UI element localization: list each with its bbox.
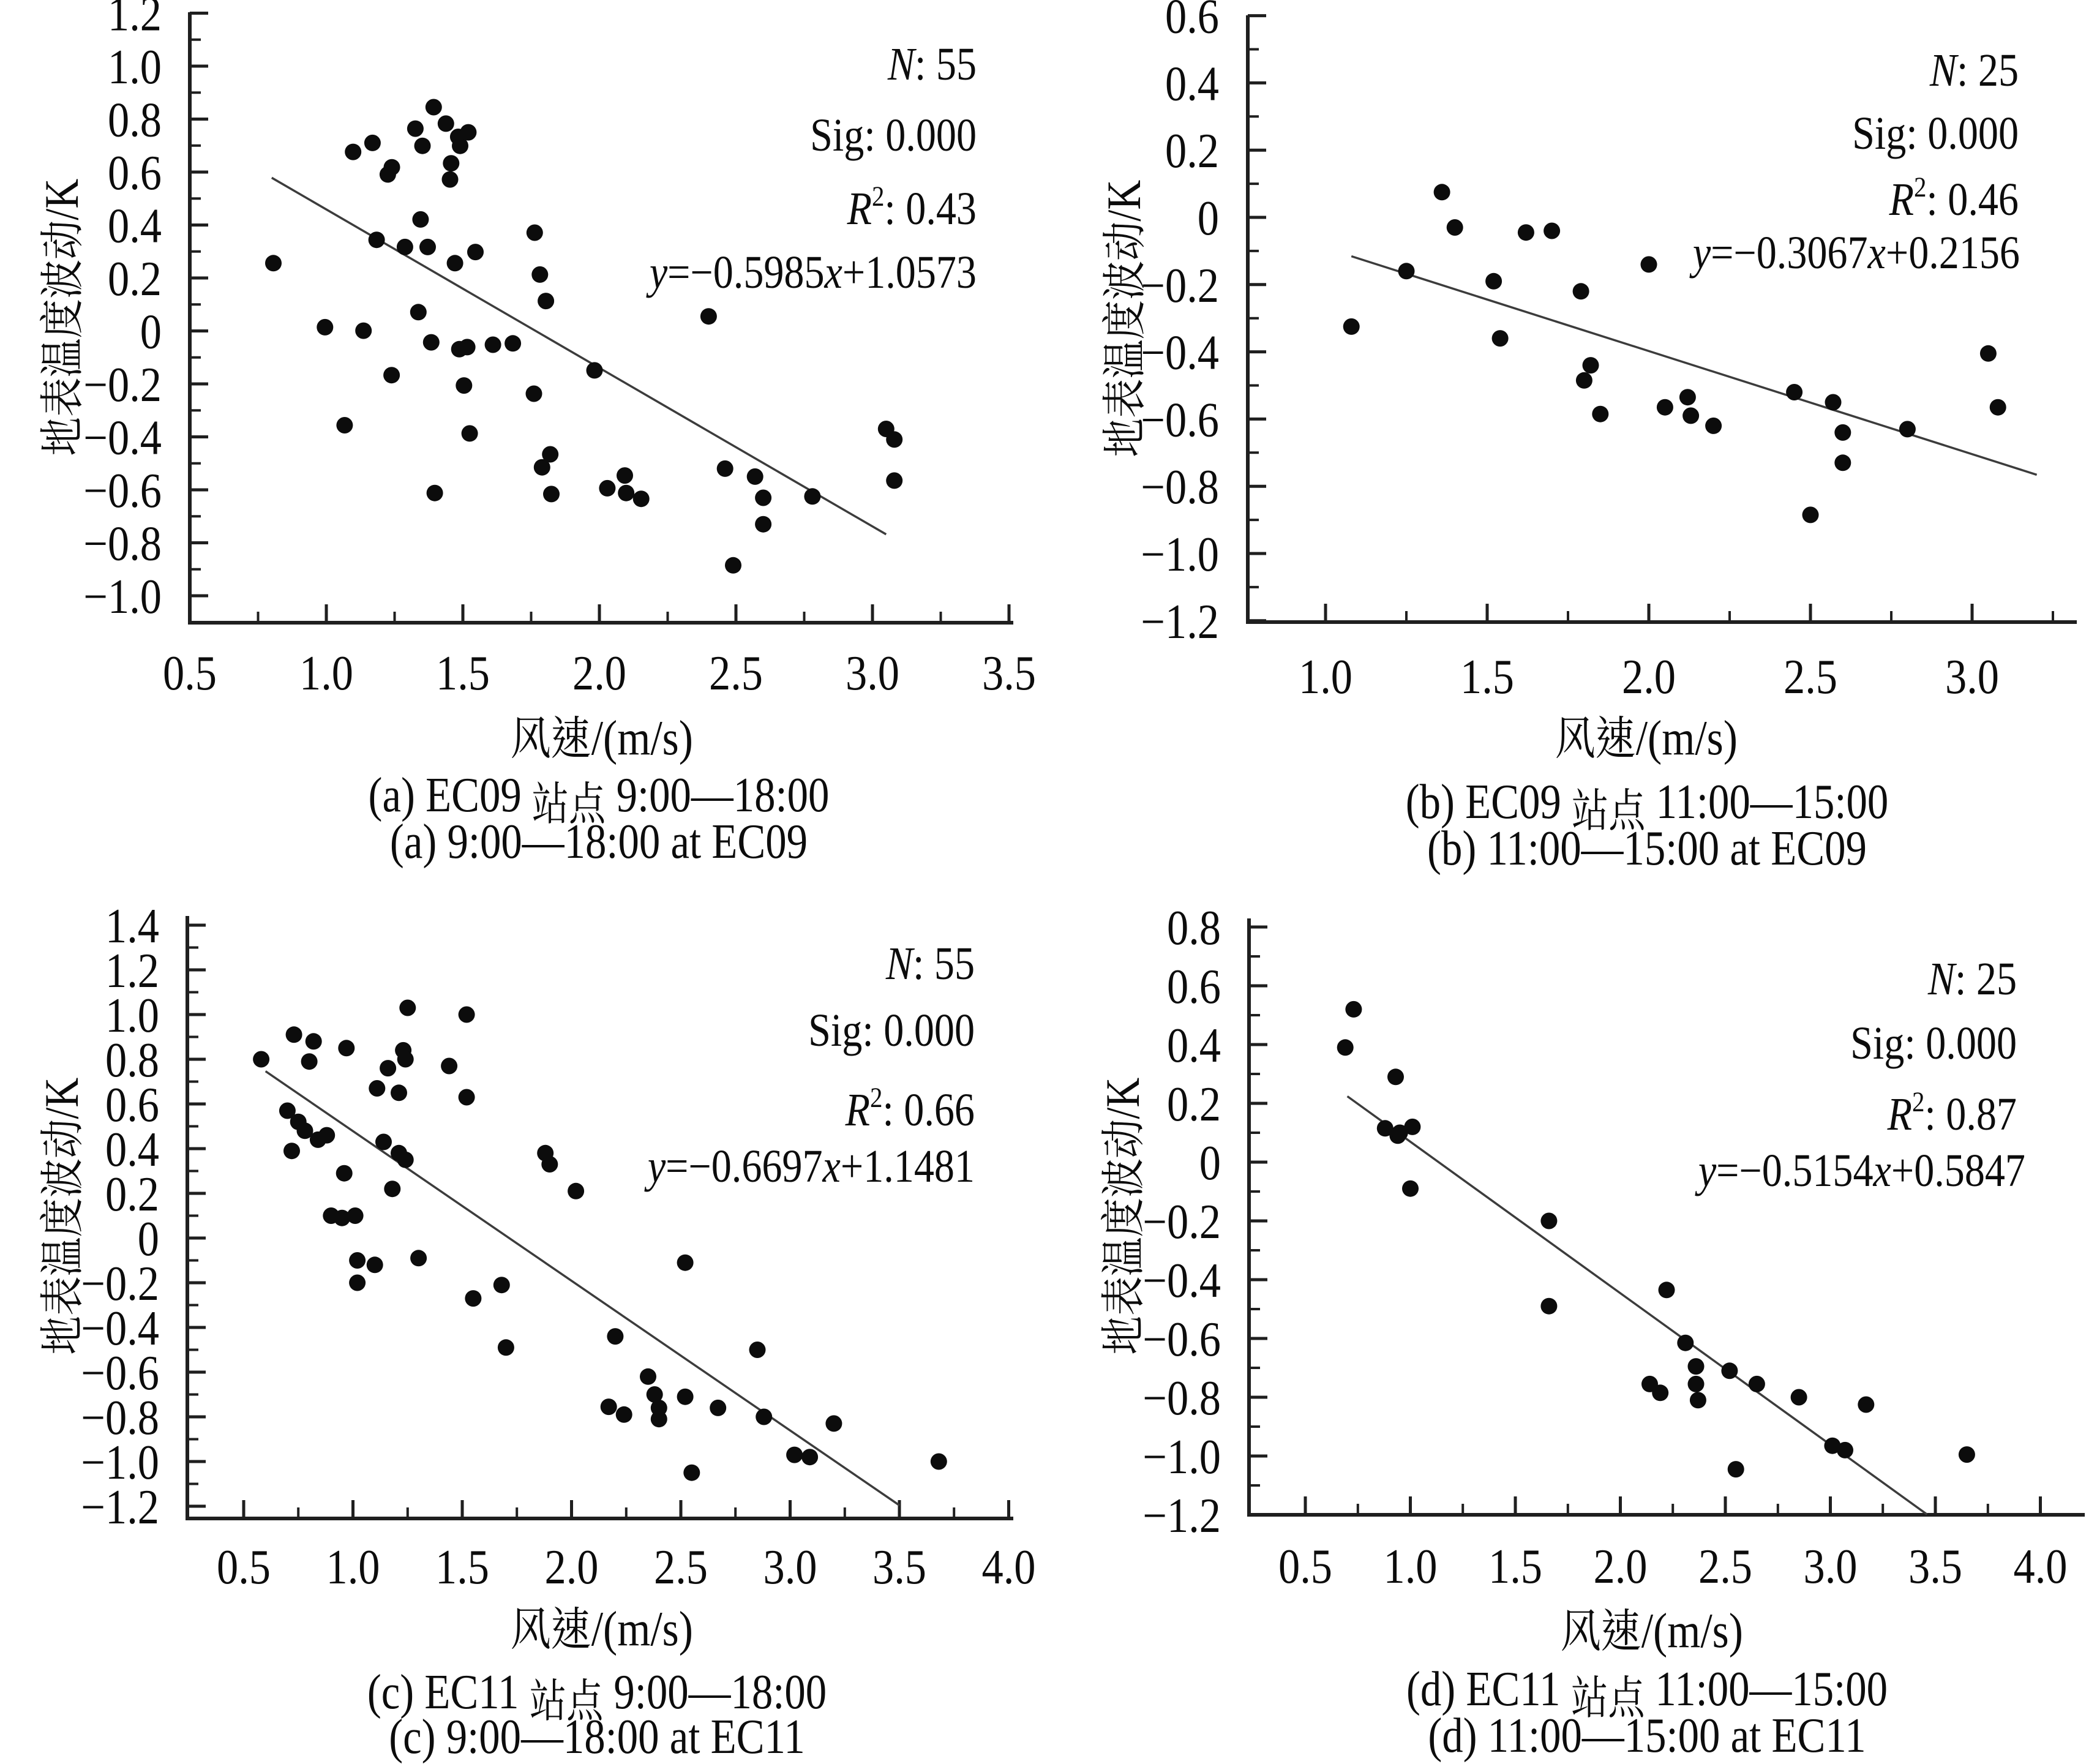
svg-text:−0.4: −0.4 <box>81 1302 159 1356</box>
svg-text:3.5: 3.5 <box>1908 1540 1962 1594</box>
svg-text:−0.6: −0.6 <box>1141 393 1219 447</box>
svg-text:N: 25: N: 25 <box>1927 954 2017 1005</box>
svg-text:−0.2: −0.2 <box>83 358 162 412</box>
svg-text:−0.4: −0.4 <box>83 411 162 465</box>
svg-text:3.0: 3.0 <box>763 1541 817 1594</box>
svg-text:0: 0 <box>1199 1136 1221 1190</box>
svg-text:0: 0 <box>1198 192 1219 246</box>
svg-text:4.0: 4.0 <box>2014 1540 2068 1594</box>
svg-text:1.0: 1.0 <box>326 1541 380 1594</box>
svg-text:−1.0: −1.0 <box>83 570 162 624</box>
svg-text:Sig: 0.000: Sig: 0.000 <box>810 110 977 161</box>
svg-text:0.5: 0.5 <box>217 1541 271 1594</box>
svg-text:1.0: 1.0 <box>105 989 159 1043</box>
svg-text:/(m/s): /(m/s) <box>591 711 693 766</box>
svg-text:0.6: 0.6 <box>1165 0 1219 44</box>
svg-text:1.5: 1.5 <box>1460 650 1514 704</box>
svg-text:y=−0.5154x+0.5847: y=−0.5154x+0.5847 <box>1695 1146 2025 1196</box>
svg-text:0: 0 <box>138 1212 159 1266</box>
svg-text:0.4: 0.4 <box>1165 57 1219 111</box>
svg-text:−0.8: −0.8 <box>1142 1372 1221 1425</box>
svg-text:−0.6: −0.6 <box>81 1346 159 1400</box>
svg-text:2.0: 2.0 <box>1622 650 1676 704</box>
svg-text:N: 55: N: 55 <box>887 39 977 90</box>
svg-text:1.5: 1.5 <box>435 1541 489 1594</box>
svg-text:0.6: 0.6 <box>108 146 162 200</box>
svg-text:−1.0: −1.0 <box>1141 528 1219 582</box>
svg-text:/K: /K <box>36 179 88 220</box>
svg-text:2.5: 2.5 <box>1698 1540 1752 1594</box>
svg-text:N: 25: N: 25 <box>1929 45 2019 96</box>
svg-text:/K: /K <box>1097 1078 1149 1119</box>
svg-text:−1.2: −1.2 <box>1141 595 1219 649</box>
svg-text:1.0: 1.0 <box>299 647 353 700</box>
svg-text:−0.2: −0.2 <box>81 1257 159 1311</box>
svg-text:1.2: 1.2 <box>105 944 159 998</box>
svg-text:−0.2: −0.2 <box>1142 1195 1221 1249</box>
svg-text:0.2: 0.2 <box>105 1168 159 1222</box>
svg-text:2.0: 2.0 <box>1594 1540 1648 1594</box>
svg-text:1.0: 1.0 <box>108 40 162 94</box>
svg-text:1.5: 1.5 <box>436 647 490 700</box>
svg-text:3.5: 3.5 <box>982 647 1036 700</box>
svg-text:−0.6: −0.6 <box>83 464 162 518</box>
svg-text:−0.4: −0.4 <box>1142 1254 1221 1308</box>
svg-text:/K: /K <box>1098 180 1150 222</box>
svg-text:1.2: 1.2 <box>108 0 162 42</box>
svg-text:/(m/s): /(m/s) <box>1641 1604 1743 1659</box>
svg-text:3.5: 3.5 <box>872 1541 926 1594</box>
svg-text:1.4: 1.4 <box>105 899 159 953</box>
svg-text:y=−0.5985x+1.0573: y=−0.5985x+1.0573 <box>646 247 977 298</box>
svg-text:0.6: 0.6 <box>105 1078 159 1132</box>
svg-text:3.0: 3.0 <box>1945 650 1999 704</box>
svg-text:3.0: 3.0 <box>846 647 899 700</box>
svg-text:−0.4: −0.4 <box>1141 326 1219 380</box>
svg-text:0.4: 0.4 <box>105 1123 159 1177</box>
svg-text:0.2: 0.2 <box>108 252 162 306</box>
svg-text:Sig: 0.000: Sig: 0.000 <box>1852 108 2019 159</box>
svg-text:R2: 0.66: R2: 0.66 <box>845 1081 975 1136</box>
svg-text:R2: 0.46: R2: 0.46 <box>1889 171 2019 225</box>
svg-text:Sig: 0.000: Sig: 0.000 <box>1850 1018 2017 1069</box>
svg-text:y=−0.3067x+0.2156: y=−0.3067x+0.2156 <box>1689 228 2020 279</box>
svg-text:2.0: 2.0 <box>572 647 626 700</box>
svg-text:0.5: 0.5 <box>163 647 217 700</box>
svg-text:−0.2: −0.2 <box>1141 259 1219 313</box>
svg-text:−1.0: −1.0 <box>81 1436 159 1490</box>
svg-text:0.8: 0.8 <box>1167 901 1221 955</box>
svg-text:0.8: 0.8 <box>105 1034 159 1087</box>
svg-text:/K: /K <box>36 1078 88 1119</box>
svg-text:2.5: 2.5 <box>654 1541 708 1594</box>
svg-text:y=−0.6697x+1.1481: y=−0.6697x+1.1481 <box>644 1141 975 1192</box>
svg-text:3.0: 3.0 <box>1804 1540 1858 1594</box>
svg-text:R2: 0.43: R2: 0.43 <box>847 180 977 235</box>
svg-text:1.0: 1.0 <box>1384 1540 1438 1594</box>
svg-text:−0.6: −0.6 <box>1142 1313 1221 1367</box>
svg-text:/(m/s): /(m/s) <box>591 1602 693 1657</box>
svg-text:0.4: 0.4 <box>1167 1019 1221 1073</box>
svg-text:−0.8: −0.8 <box>81 1391 159 1445</box>
svg-text:0.8: 0.8 <box>108 93 162 147</box>
svg-text:/(m/s): /(m/s) <box>1636 711 1738 766</box>
svg-text:−1.2: −1.2 <box>1142 1489 1221 1543</box>
svg-text:0: 0 <box>140 305 162 359</box>
svg-text:−0.8: −0.8 <box>1141 460 1219 514</box>
svg-text:0.4: 0.4 <box>108 199 162 253</box>
svg-text:2.5: 2.5 <box>709 647 763 700</box>
svg-text:Sig: 0.000: Sig: 0.000 <box>808 1005 975 1056</box>
svg-text:2.0: 2.0 <box>545 1541 599 1594</box>
svg-text:1.0: 1.0 <box>1299 650 1352 704</box>
svg-text:R2: 0.87: R2: 0.87 <box>1887 1086 2017 1140</box>
svg-text:0.2: 0.2 <box>1167 1078 1221 1132</box>
svg-text:−1.0: −1.0 <box>1142 1430 1221 1484</box>
svg-text:−0.8: −0.8 <box>83 517 162 571</box>
svg-text:0.6: 0.6 <box>1167 960 1221 1014</box>
svg-text:N: 55: N: 55 <box>885 939 975 989</box>
svg-text:−1.2: −1.2 <box>81 1481 159 1534</box>
svg-text:0.5: 0.5 <box>1278 1540 1332 1594</box>
svg-text:4.0: 4.0 <box>982 1541 1036 1594</box>
svg-text:2.5: 2.5 <box>1784 650 1837 704</box>
svg-text:1.5: 1.5 <box>1488 1540 1542 1594</box>
svg-text:0.2: 0.2 <box>1165 124 1219 178</box>
